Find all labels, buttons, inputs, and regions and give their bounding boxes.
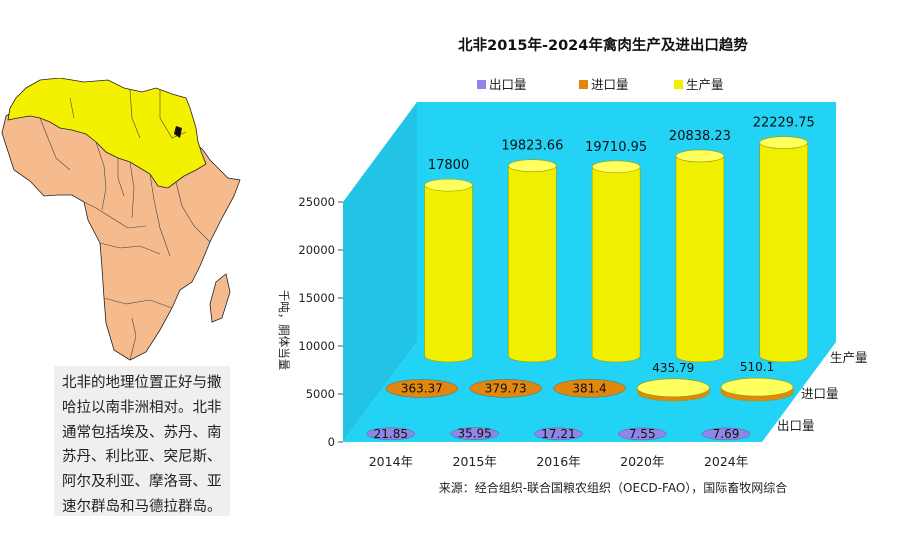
bar-cylinder <box>759 142 809 363</box>
bar-disc <box>553 379 626 398</box>
data-label: 379.73 <box>485 381 527 395</box>
legend-item-production: 生产量 <box>674 77 724 92</box>
y-tick-label: 10000 <box>298 339 335 353</box>
data-label: 510.1 <box>740 360 774 374</box>
legend-swatch-production <box>674 80 683 89</box>
sinai-marker <box>174 126 182 138</box>
madagascar <box>209 273 231 323</box>
category-label: 2015年 <box>453 454 497 469</box>
category-label: 2024年 <box>704 454 748 469</box>
data-label: 17800 <box>428 158 469 173</box>
data-label: 19710.95 <box>585 140 647 155</box>
bar-disc <box>701 427 751 441</box>
bar-disc <box>618 427 667 441</box>
poultry-chart: 北非2015年-2024年禽肉生产及进出口趋势 出口量 进口量 生产量 0 500… <box>277 36 868 495</box>
bar-cylinder <box>591 166 641 363</box>
data-label: 7.55 <box>629 427 656 441</box>
bar-top <box>720 377 794 397</box>
data-label: 435.79 <box>652 361 694 375</box>
legend-label-import: 进口量 <box>591 77 629 92</box>
bar-cylinder <box>675 155 725 363</box>
category-label: 2020年 <box>620 454 664 469</box>
data-label: 20838.23 <box>669 129 731 144</box>
legend: 出口量 进口量 生产量 <box>477 77 724 92</box>
legend-item-export: 出口量 <box>477 77 527 92</box>
source-note: 来源：经合组织-联合国粮农组织（OECD-FAO），国际畜牧网综合 <box>439 480 788 495</box>
bar-disc <box>385 379 459 398</box>
africa-map <box>1 78 241 361</box>
bar-disc <box>366 427 416 440</box>
data-label: 7.69 <box>713 427 740 441</box>
map-border-lines <box>39 89 211 361</box>
depth-label-0: 出口量 <box>777 418 815 433</box>
y-tick-label: 15000 <box>298 291 335 305</box>
region-description: 北非的地理位置正好与撒哈拉以南非洲相对。北非通常包括埃及、苏丹、南苏丹、利比亚、… <box>54 366 230 516</box>
bar-disc <box>534 427 583 441</box>
bar-top <box>508 159 557 172</box>
data-label: 35.95 <box>457 427 491 441</box>
bar-top <box>636 378 710 398</box>
plot-area: 0 5000 10000 15000 20000 25000 出口量 进口量 生产量 2014年 2… <box>298 102 868 469</box>
depth-label-1: 进口量 <box>801 386 839 401</box>
data-label: 363.37 <box>401 382 443 396</box>
chart-title: 北非2015年-2024年禽肉生产及进出口趋势 <box>458 36 748 54</box>
y-tick-label: 20000 <box>298 243 335 257</box>
left-wall <box>343 102 417 442</box>
y-tick-label: 25000 <box>298 195 335 209</box>
data-label: 19823.66 <box>501 139 563 154</box>
bar-cylinder <box>508 165 557 363</box>
legend-item-import: 进口量 <box>579 77 629 92</box>
category-label: 2016年 <box>536 454 580 469</box>
y-tick-label: 5000 <box>306 387 335 401</box>
data-label: 22229.75 <box>753 116 815 131</box>
bar-top <box>591 160 641 174</box>
bar-disc <box>469 379 542 398</box>
bar-top <box>759 136 809 149</box>
depth-label-2: 生产量 <box>830 350 868 365</box>
legend-label-production: 生产量 <box>686 77 724 92</box>
data-label: 21.85 <box>374 427 408 441</box>
y-axis-label: 千吨，胴体当量 <box>277 290 291 371</box>
data-label: 381.4 <box>572 381 606 395</box>
legend-label-export: 出口量 <box>489 77 527 92</box>
category-label: 2014年 <box>369 454 413 469</box>
legend-swatch-import <box>579 80 588 89</box>
data-label: 17.21 <box>541 427 575 441</box>
y-tick-label: 0 <box>328 435 335 449</box>
bar-cylinder <box>424 184 473 363</box>
bar-top <box>424 178 473 192</box>
bar-top <box>675 149 725 163</box>
legend-swatch-export <box>477 80 486 89</box>
bar-disc <box>450 427 499 440</box>
